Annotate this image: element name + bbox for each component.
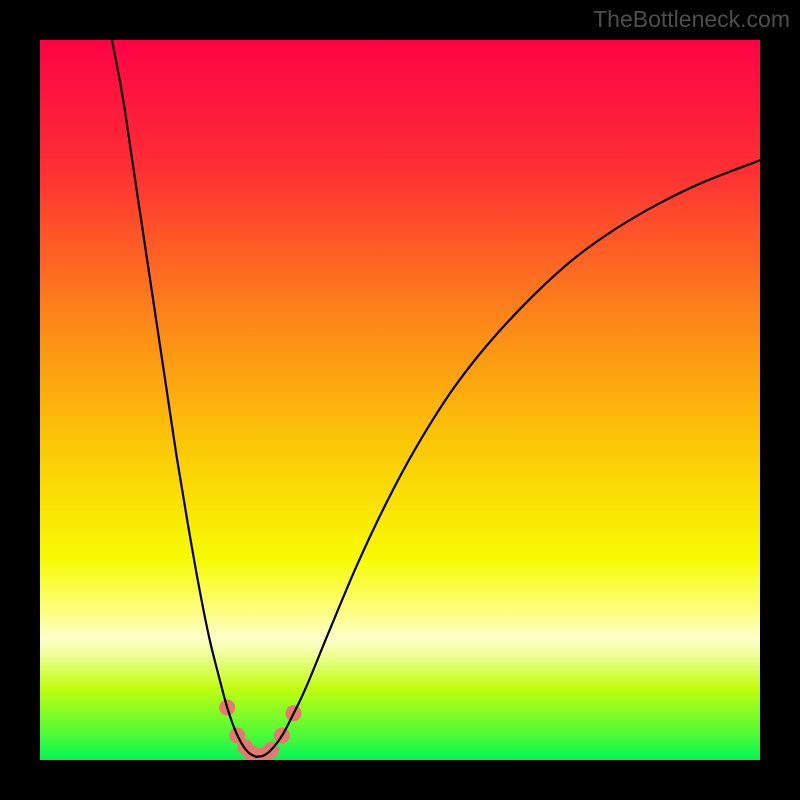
frame: TheBottleneck.com: [0, 0, 800, 800]
curve-right-branch: [256, 160, 760, 757]
watermark-text: TheBottleneck.com: [593, 6, 790, 33]
curve-left-branch: [112, 40, 256, 757]
curve-layer: [40, 40, 760, 760]
plot-area: [40, 40, 760, 760]
